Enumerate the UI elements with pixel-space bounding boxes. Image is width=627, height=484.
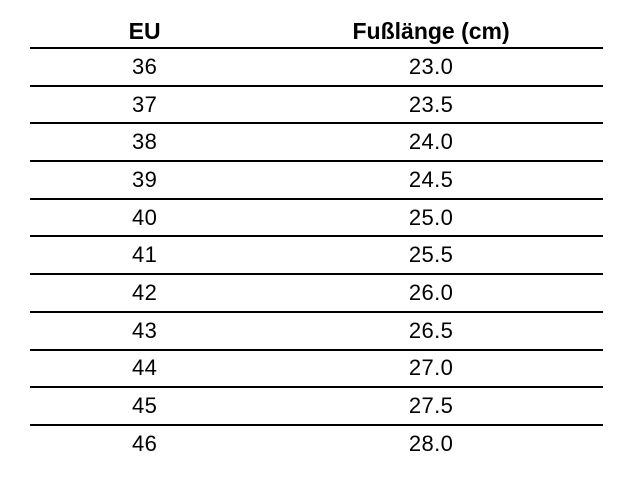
header-row: EU Fußlänge (cm)	[30, 16, 603, 49]
table-row: 42 26.0	[30, 274, 603, 313]
table-row: 40 25.0	[30, 198, 603, 238]
eu-size-cell: 40	[30, 198, 260, 238]
shoe-size-table: EU Fußlänge (cm) 36 23.0 37 23.5 38 24.0…	[30, 16, 603, 462]
eu-size-cell: 37	[30, 85, 260, 125]
foot-length-cell: 24.0	[259, 123, 603, 163]
eu-size-cell: 43	[30, 311, 260, 351]
eu-size-cell: 46	[131, 430, 158, 456]
header-eu: EU	[30, 16, 260, 49]
foot-length-cell: 23.0	[259, 48, 603, 87]
table-row: 37 23.5	[30, 85, 603, 125]
foot-length-cell: 25.5	[259, 236, 603, 276]
table-row: 39 24.5	[30, 161, 603, 200]
table-row: 43 26.5	[30, 311, 603, 351]
eu-size-cell: 39	[30, 161, 260, 200]
eu-size-cell: 42	[30, 274, 260, 313]
table-row: 41 25.5	[30, 236, 603, 276]
header-foot-length: Fußlänge (cm)	[259, 16, 603, 49]
foot-length-cell: 24.5	[259, 161, 603, 200]
table-row: 36 23.0	[30, 48, 603, 87]
table-row: 46 28.0	[30, 425, 603, 462]
foot-length-cell: 23.5	[259, 85, 603, 125]
foot-length-cell: 27.0	[259, 349, 603, 389]
foot-length-cell: 26.5	[259, 311, 603, 351]
foot-length-cell: 27.5	[259, 387, 603, 426]
table-row: 44 27.0	[30, 349, 603, 389]
eu-size-cell: 41	[30, 236, 260, 276]
foot-length-cell: 25.0	[259, 198, 603, 238]
eu-size-cell: 44	[30, 349, 260, 389]
foot-length-cell: 26.0	[259, 274, 603, 313]
table-row: 38 24.0	[30, 123, 603, 163]
eu-size-cell: 38	[30, 123, 260, 163]
table-row: 45 27.5	[30, 387, 603, 426]
eu-size-cell: 45	[30, 387, 260, 426]
eu-size-cell: 36	[30, 48, 260, 87]
foot-length-cell: 28.0	[408, 430, 454, 456]
